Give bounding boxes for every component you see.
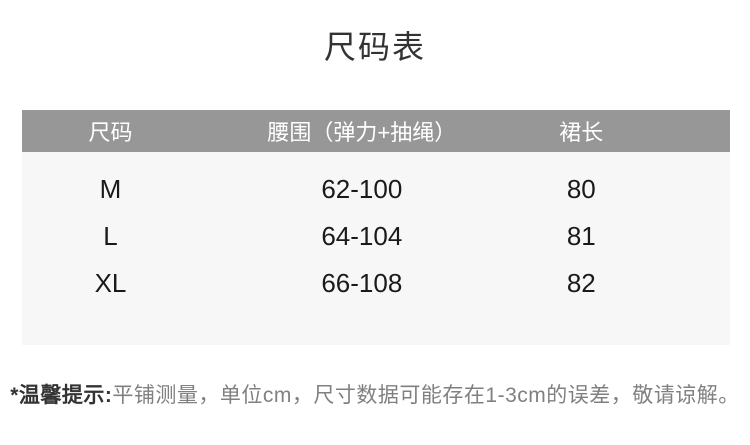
size-table-header-row: 尺码 腰围（弹力+抽绳） 裙长 <box>22 110 730 152</box>
header-cell-length: 裙长 <box>559 120 604 145</box>
size-table: 尺码 腰围（弹力+抽绳） 裙长 M 62-100 80 L 64-104 81 … <box>22 110 730 345</box>
cell-size: XL <box>94 268 127 298</box>
cell-waist: 64-104 <box>321 221 403 251</box>
header-cell-waist: 腰围（弹力+抽绳） <box>267 120 457 145</box>
cell-length: 82 <box>566 268 596 298</box>
footnote: *温馨提示:平铺测量，单位cm，尺寸数据可能存在1-3cm的误差，敬请谅解。 <box>0 381 750 411</box>
page-title: 尺码表 <box>323 29 426 65</box>
table-row-xl: XL 66-108 82 <box>22 260 730 307</box>
footnote-text: 平铺测量，单位cm，尺寸数据可能存在1-3cm的误差，敬请谅解。 <box>112 384 740 407</box>
cell-size: M <box>99 174 122 204</box>
cell-length: 80 <box>566 174 596 204</box>
cell-size: L <box>103 221 118 251</box>
footnote-prefix: *温馨提示: <box>10 384 113 407</box>
size-table-body: M 62-100 80 L 64-104 81 XL 66-108 82 <box>22 152 730 345</box>
header-cell-size: 尺码 <box>88 120 133 145</box>
table-row-l: L 64-104 81 <box>22 213 730 260</box>
cell-waist: 66-108 <box>321 268 403 298</box>
cell-length: 81 <box>566 221 596 251</box>
cell-waist: 62-100 <box>321 174 403 204</box>
table-row-m: M 62-100 80 <box>22 166 730 213</box>
